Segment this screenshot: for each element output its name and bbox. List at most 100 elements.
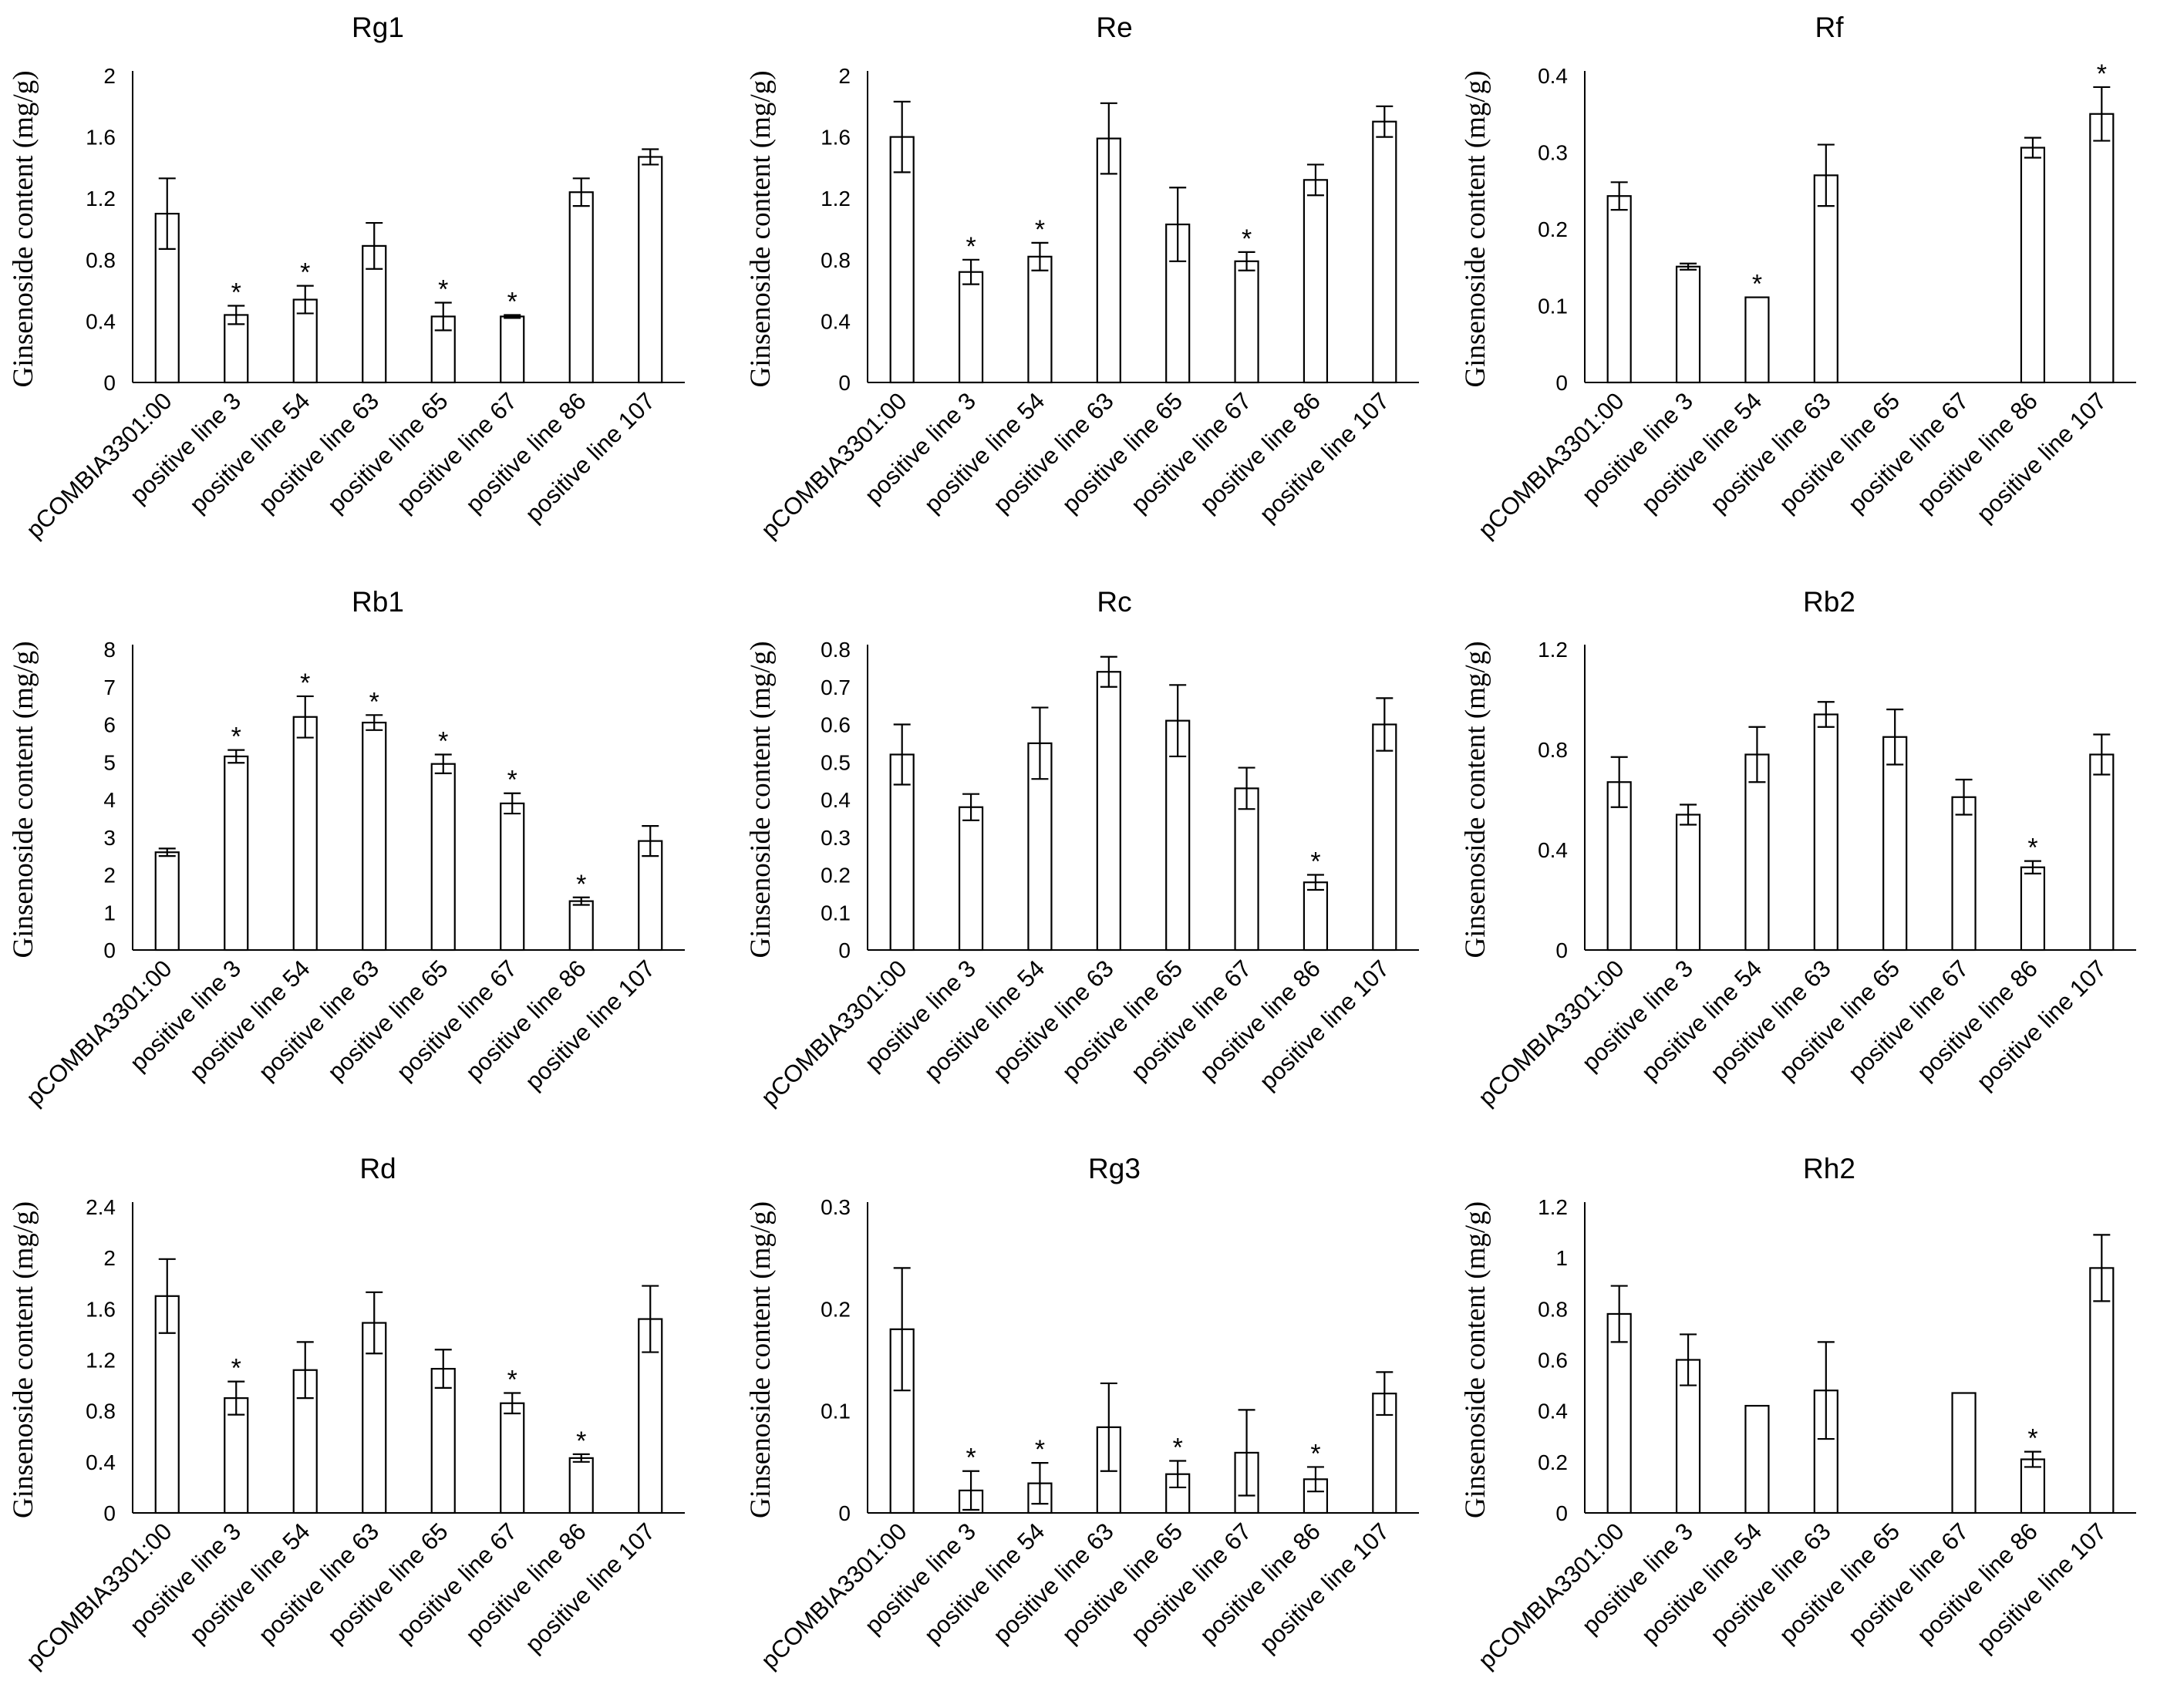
x-tick-label: positive line 67 [1126,1518,1257,1649]
y-tick-label: 1.2 [86,187,116,211]
chart-rg3: Rg3 Ginsenoside content (mg/g) 0 0.1 0.2 0.3 p… [745,1153,1419,1674]
y-axis-label: Ginsenoside content (mg/g) [1460,1201,1491,1518]
significance-star: * [1173,1433,1183,1463]
bar [2089,1267,2115,1514]
bar [1813,713,1838,952]
y-tick-label: 5 [103,750,116,774]
significance-star: * [966,232,976,261]
x-tick-label: positive line 54 [184,387,315,518]
chart-rd: Rd Ginsenoside content (mg/g) 0 0.4 0.8 1.2 1.… [8,1153,685,1674]
significance-star: * [438,727,448,756]
x-tick-label: positive line 63 [253,1518,384,1649]
bar [224,314,249,384]
y-axis-label: Ginsenoside content (mg/g) [1460,70,1491,387]
y-tick-label: 7 [103,675,116,699]
y-tick-label: 0.3 [1538,141,1568,165]
y-tick-label: 0.4 [86,1450,116,1474]
x-tick-label: positive line 107 [520,955,660,1095]
x-tick-label: positive line 63 [1705,955,1836,1086]
bar [1027,255,1053,384]
x-tick-label: positive line 86 [460,1518,591,1649]
bar [500,802,525,952]
x-tick-label: positive line 86 [460,387,591,518]
y-tick-label: 0.4 [1538,64,1568,88]
bar [1675,814,1701,952]
bar [1372,723,1397,952]
y-tick-label: 0.1 [821,901,851,925]
x-tick-label: positive line 67 [1126,387,1257,518]
x-tick-label: positive line 54 [1636,1518,1768,1649]
significance-star: * [1242,224,1252,254]
bar [292,716,318,952]
bar [500,1402,525,1514]
y-tick-label: 0.7 [821,675,851,699]
x-tick-label: positive line 65 [322,387,453,518]
y-tick-label: 0.6 [821,713,851,737]
significance-star: * [1752,270,1762,299]
chart-title: Rb2 [1803,586,1855,618]
y-tick-label: 8 [103,638,116,662]
y-axis-label: Ginsenoside content (mg/g) [745,1201,777,1518]
y-tick-label: 0.8 [821,248,851,272]
y-tick-label: 0 [103,371,116,395]
bar [224,1397,249,1514]
x-tick-label: positive line 86 [1195,387,1326,518]
bar [958,271,984,384]
y-tick-label: 2.4 [86,1195,116,1219]
chart-rb2: Rb2 Ginsenoside content (mg/g) 0 0.4 0.8 1.2 p… [1460,586,2136,1111]
x-tick-label: positive line 107 [1254,1518,1394,1658]
bar [568,1457,594,1514]
bar [1303,881,1329,952]
bar [2089,113,2115,384]
bar [889,753,915,952]
bar [1606,1312,1632,1514]
bar [1744,753,1770,952]
y-tick-label: 1.2 [821,187,851,211]
significance-star: * [369,687,379,716]
y-tick-label: 1.6 [86,126,116,150]
significance-star: * [507,1366,517,1395]
significance-star: * [1035,1435,1045,1464]
significance-star: * [300,669,310,698]
x-tick-label: positive line 63 [988,1518,1119,1649]
x-tick-label: positive line 67 [391,387,522,518]
x-tick-label: positive line 63 [1705,1518,1836,1649]
x-tick-label: positive line 86 [1195,1518,1326,1649]
y-axis-label: Ginsenoside content (mg/g) [8,641,39,958]
x-tick-label: positive line 63 [253,387,384,518]
bar [1951,1392,1977,1514]
significance-star: * [438,275,448,305]
y-tick-label: 0 [838,938,851,962]
y-axis-label: Ginsenoside content (mg/g) [745,70,777,387]
y-tick-label: 1.2 [1538,638,1568,662]
bar [1744,1404,1770,1514]
x-tick-label: positive line 65 [1057,955,1188,1086]
x-tick-label: positive line 54 [919,387,1050,518]
x-tick-label: positive line 63 [1705,387,1836,518]
significance-star: * [2027,1424,2037,1454]
x-tick-label: positive line 67 [1843,1518,1974,1649]
bar [1951,796,1977,952]
bar [2089,753,2115,952]
y-tick-label: 0.8 [821,638,851,662]
chart-title: Rh2 [1803,1153,1855,1184]
y-tick-label: 2 [103,864,116,888]
y-tick-label: 0.4 [821,788,851,812]
x-tick-label: positive line 107 [1254,955,1394,1095]
x-tick-label: positive line 107 [1254,387,1394,527]
x-tick-label: positive line 107 [520,1518,660,1658]
y-axis-label: Ginsenoside content (mg/g) [8,70,39,387]
y-tick-label: 4 [103,788,116,812]
bar [154,851,180,952]
bar [224,755,249,952]
y-axis-label: Ginsenoside content (mg/g) [1460,641,1491,958]
significance-star: * [576,1427,586,1456]
chart-title: Rg3 [1088,1153,1141,1184]
x-tick-label: positive line 86 [1912,1518,2043,1649]
chart-rf: Rf Ginsenoside content (mg/g) 0 0.1 0.2 0.3 0.… [1460,12,2136,544]
y-tick-label: 1 [1555,1246,1568,1270]
x-tick-label: positive line 67 [1126,955,1257,1086]
x-tick-label: positive line 65 [322,955,453,1086]
chart-rc: Rc Ginsenoside content (mg/g) 0 0.1 0.2 0.3 0.… [745,586,1419,1111]
